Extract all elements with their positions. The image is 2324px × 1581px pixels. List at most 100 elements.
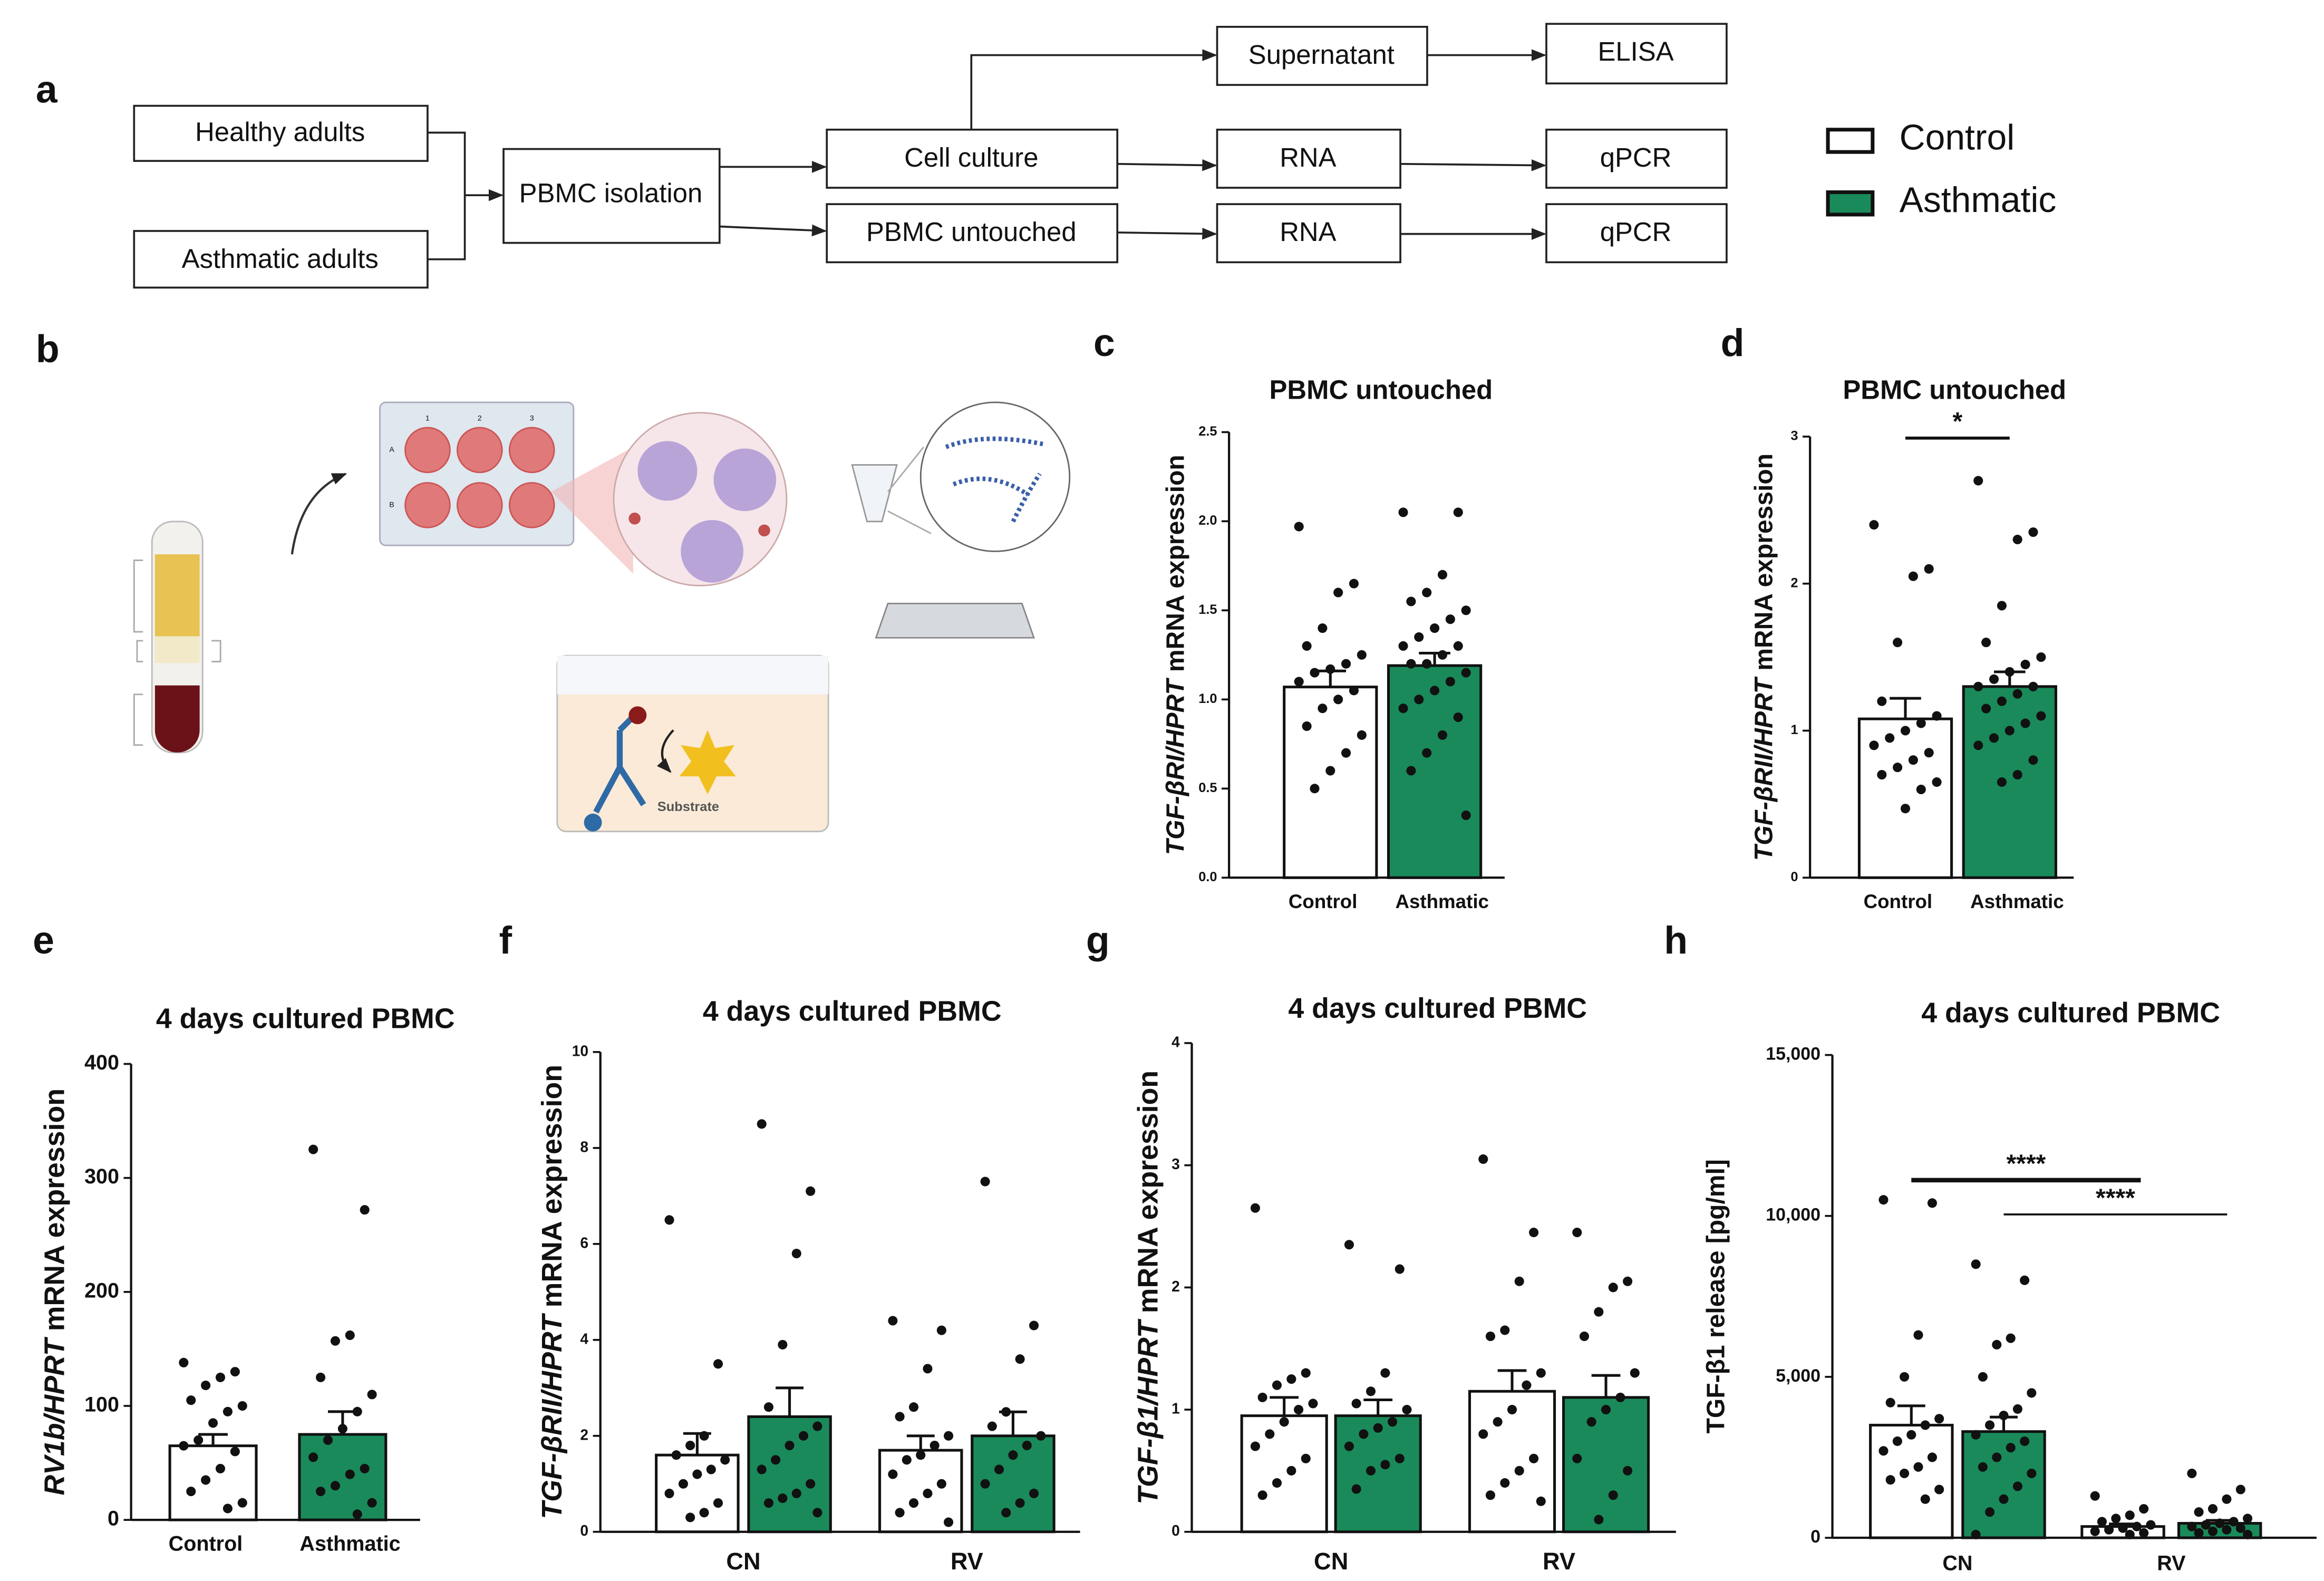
y-tick-label: 100 — [84, 1393, 119, 1416]
data-point — [1924, 748, 1934, 758]
data-point — [1500, 1478, 1510, 1488]
node-label: RNA — [1280, 217, 1336, 247]
data-point — [2012, 689, 2022, 699]
y-tick-label: 3 — [1790, 429, 1798, 444]
data-point — [2242, 1529, 2253, 1539]
data-point — [2012, 535, 2022, 545]
data-point — [2012, 1404, 2022, 1414]
data-point — [1325, 766, 1335, 776]
data-point — [1301, 1453, 1311, 1463]
chart-title: PBMC untouched — [1269, 375, 1493, 405]
data-point — [806, 1186, 816, 1196]
data-point — [1398, 507, 1408, 517]
data-point — [929, 1440, 940, 1451]
data-point — [2020, 718, 2030, 728]
data-point — [352, 1406, 362, 1416]
data-point — [337, 1424, 347, 1434]
node-box — [1216, 26, 1428, 86]
data-point — [685, 1440, 695, 1451]
bar — [1387, 664, 1483, 879]
data-point — [367, 1498, 377, 1508]
data-point — [713, 1359, 723, 1369]
data-point — [237, 1401, 247, 1411]
y-axis-label-text: mRNA expression — [1161, 455, 1189, 672]
data-point — [2139, 1528, 2149, 1538]
data-point — [1900, 1468, 1910, 1479]
chart-title: 4 days cultured PBMC — [156, 1003, 455, 1035]
legend-label: Control — [1900, 118, 2015, 158]
bar — [1562, 1396, 1650, 1534]
data-point — [1406, 596, 1416, 606]
y-tick-label: 1 — [1790, 722, 1798, 737]
y-tick-label: 2.5 — [1198, 424, 1217, 439]
y-tick-label: 0 — [580, 1522, 588, 1539]
data-point — [1301, 1368, 1311, 1378]
well — [457, 482, 503, 528]
data-point — [1927, 1452, 1937, 1462]
data-point — [778, 1493, 788, 1503]
plate-col-label: 2 — [478, 414, 482, 422]
data-point — [1272, 1380, 1282, 1390]
data-point — [1344, 1441, 1354, 1451]
data-point — [2027, 1468, 2037, 1479]
y-axis-label-text: mRNA expression — [39, 1088, 71, 1331]
y-tick-label: 2 — [1790, 575, 1798, 590]
data-point — [763, 1402, 774, 1412]
data-point — [2222, 1525, 2232, 1535]
data-point — [1294, 522, 1304, 532]
panel-label: e — [33, 918, 54, 962]
chart: PBMC untouched TGF-βRI/HPRT mRNA expressio… — [1161, 375, 1505, 912]
data-point — [2097, 1517, 2107, 1527]
data-point — [1989, 674, 1999, 684]
data-point — [1572, 1453, 1582, 1463]
panel-label: d — [1721, 321, 1745, 364]
data-point — [1437, 650, 1448, 660]
cell — [681, 520, 743, 583]
legend-swatch — [1826, 190, 1875, 217]
data-point — [1349, 579, 1359, 589]
node-label: Cell culture — [904, 142, 1038, 172]
error-bar — [1270, 1396, 1299, 1416]
data-point — [1366, 1386, 1376, 1396]
data-point — [888, 1469, 898, 1479]
data-point — [1430, 623, 1440, 633]
data-point — [2222, 1494, 2232, 1504]
data-point — [2012, 770, 2022, 780]
legend: Control Asthmatic — [1826, 118, 2056, 220]
data-point — [1029, 1488, 1039, 1499]
data-point — [1380, 1460, 1390, 1470]
data-point — [980, 1479, 990, 1489]
x-tick-label: CN — [1942, 1551, 1972, 1575]
data-point — [1008, 1450, 1018, 1460]
antigen — [628, 706, 647, 725]
data-point — [1395, 1264, 1405, 1274]
panel-label: f — [499, 918, 512, 962]
node-box — [1216, 128, 1401, 189]
node-label: Asthmatic adults — [182, 244, 379, 274]
data-point — [2111, 1513, 2121, 1524]
data-point — [1366, 1466, 1376, 1476]
data-point — [1586, 1417, 1596, 1427]
data-point — [916, 1450, 926, 1460]
arrow — [290, 473, 347, 555]
data-point — [360, 1205, 370, 1215]
y-tick-label: 2.0 — [1198, 513, 1217, 528]
node-label: ELISA — [1597, 36, 1673, 66]
data-point — [1437, 730, 1448, 740]
data-point — [1934, 1414, 1944, 1424]
data-point — [1294, 1405, 1304, 1415]
data-point — [186, 1395, 196, 1405]
x-tick-label: Asthmatic — [1970, 891, 2064, 912]
data-point — [1478, 1429, 1488, 1439]
pbmc-layer — [154, 636, 200, 663]
data-point — [1997, 696, 2007, 706]
data-point — [1461, 810, 1471, 821]
data-point — [1981, 638, 1991, 648]
data-point — [1380, 1368, 1390, 1378]
data-point — [1536, 1496, 1546, 1506]
arrow — [1117, 159, 1217, 171]
node-label: qPCR — [1600, 217, 1672, 247]
data-point — [1971, 1529, 1981, 1539]
x-tick-label: Asthmatic — [1395, 891, 1489, 912]
data-point — [2229, 1517, 2239, 1527]
